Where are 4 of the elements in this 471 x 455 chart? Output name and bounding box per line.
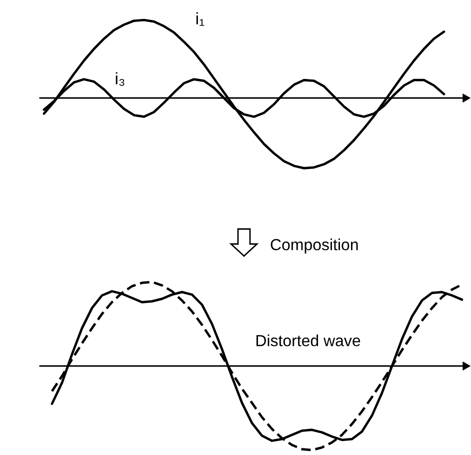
- annotation: Distorted wave: [256, 334, 360, 346]
- series-label: i₁: [196, 12, 204, 26]
- text: Composition: [270, 238, 358, 254]
- series-label: i₃: [116, 72, 124, 86]
